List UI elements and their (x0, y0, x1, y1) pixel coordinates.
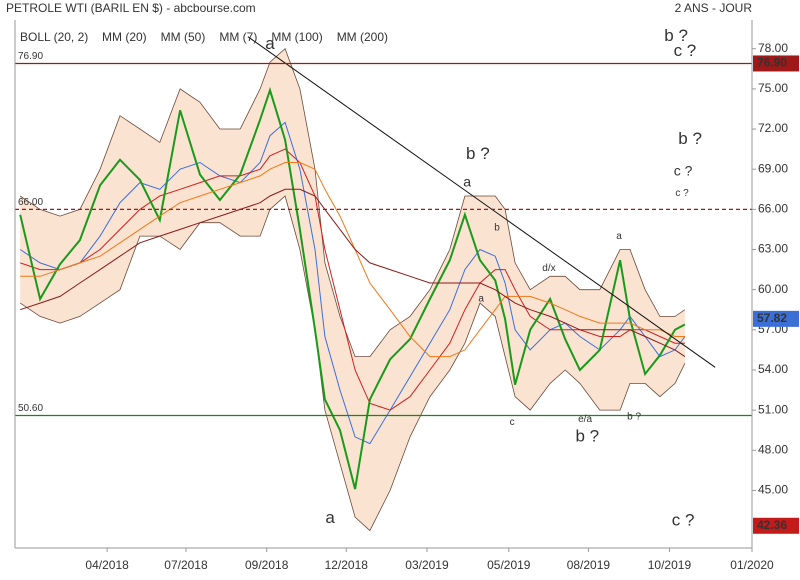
series-line (19, 86, 686, 490)
price-tag-label: 42.36 (757, 518, 787, 532)
legend-entry: BOLL (20, 2) (20, 30, 88, 44)
y-tick-label: 63.00 (758, 242, 788, 256)
series-line (19, 121, 686, 445)
wave-annotation: b ? (627, 411, 641, 422)
wave-annotation: c ? (674, 41, 697, 60)
bollinger-upper (19, 48, 686, 357)
bollinger-lower (19, 195, 686, 532)
wave-annotation: a (478, 294, 484, 305)
legend-entry: MM (20) (102, 30, 147, 44)
y-tick-label: 66.00 (758, 202, 788, 216)
wave-annotation: a (325, 508, 335, 527)
level-tag-label: 76.90 (757, 56, 787, 70)
y-tick-label: 48.00 (758, 442, 788, 456)
x-tick-label: 04/2018 (85, 558, 129, 572)
chart-title: PETROLE WTI (BARIL EN $) - abcbourse.com (6, 1, 256, 15)
wave-annotation: c ? (674, 163, 693, 179)
wave-annotation: c ? (675, 188, 689, 199)
x-tick-label: 09/2018 (245, 558, 289, 572)
x-tick-label: 12/2018 (325, 558, 369, 572)
price-tag (753, 310, 799, 327)
x-tick-label: 01/2020 (730, 558, 774, 572)
y-tick-label: 75.00 (758, 81, 788, 95)
wave-annotation: b ? (678, 129, 702, 148)
chart-subtitle: 2 ANS - JOUR (675, 1, 753, 15)
y-tick-label: 45.00 (758, 483, 788, 497)
level-label: 50.60 (18, 403, 43, 414)
x-tick-label: 03/2019 (405, 558, 449, 572)
y-tick-label: 78.00 (758, 41, 788, 55)
x-tick-label: 05/2019 (487, 558, 531, 572)
price-tag (753, 517, 799, 534)
wave-annotation: b (494, 223, 500, 234)
wave-annotation: a (265, 34, 275, 53)
x-tick-label: 08/2019 (567, 558, 611, 572)
y-tick-label: 60.00 (758, 282, 788, 296)
wave-annotation: c ? (672, 511, 695, 530)
legend-entry: MM (50) (161, 30, 206, 44)
wave-annotation: a (463, 173, 471, 189)
bollinger-band (20, 48, 685, 531)
y-tick-label: 69.00 (758, 161, 788, 175)
wave-annotation: b ? (664, 26, 688, 45)
x-tick-label: 07/2018 (164, 558, 208, 572)
wave-annotation: e/a (578, 414, 592, 425)
legend-entry: MM (100) (271, 30, 322, 44)
level-label: 66.00 (18, 197, 43, 208)
legend-entry: MM (7) (219, 30, 257, 44)
x-tick-label: 10/2019 (648, 558, 692, 572)
y-tick-label: 54.00 (758, 362, 788, 376)
price-tag-label: 57.82 (757, 311, 787, 325)
wave-annotation: b ? (466, 144, 490, 163)
wave-annotation: a (616, 231, 622, 242)
series-line (20, 162, 685, 358)
level-label: 76.90 (18, 51, 43, 62)
y-tick-label: 51.00 (758, 402, 788, 416)
trend-line (247, 36, 716, 368)
y-tick-label: 72.00 (758, 121, 788, 135)
level-tag (753, 55, 799, 72)
legend-entry: MM (200) (337, 30, 388, 44)
wave-annotation: b ? (575, 426, 599, 445)
wave-annotation: c (510, 417, 515, 428)
series-line (20, 188, 686, 358)
wave-annotation: d/x (542, 263, 555, 274)
